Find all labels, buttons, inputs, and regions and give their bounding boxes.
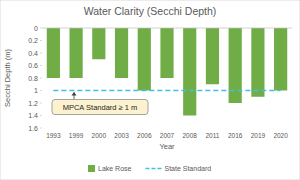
y-tick-label: 0.6 [28,62,38,69]
legend-label: Lake Rose [98,165,132,172]
bar [47,28,60,78]
x-tick-label: 2007 [160,132,175,139]
y-tick-label: 1.6 [28,125,38,132]
title: Water Clarity (Secchi Depth) [84,5,217,17]
x-axis-title: Year [159,142,175,151]
bar [115,28,128,78]
y-tick [40,28,42,29]
x-tick-label: 2016 [228,132,243,139]
x-tick-label: 2019 [251,132,266,139]
bar [206,28,219,84]
plot-area [47,28,287,116]
legend-swatch [145,168,161,170]
annotation-arrowhead [72,92,77,96]
y-tick [40,115,42,116]
x-axis [42,28,292,29]
x-tick-label: 2020 [273,132,288,139]
annotation-box [52,100,148,115]
annotation-text: MPCA Standard ≥ 1 m [63,103,138,112]
chart: Water Clarity (Secchi Depth) 0 0.2 0.4 0.6 0.… [0,0,300,180]
y-tick [40,90,42,91]
y-tick [40,53,42,54]
x-tick-label: 2006 [137,132,152,139]
y-tick-label: 0.8 [28,75,38,82]
y-tick-label: 1.4 [28,112,38,119]
y-tick [40,78,42,79]
bar [183,28,196,116]
background [0,0,300,180]
x-tick-label: 2008 [182,132,197,139]
y-tick-label: 0.4 [28,50,38,57]
bar [251,28,264,97]
x-tick-label: 2000 [92,132,107,139]
line [53,90,280,92]
bar [160,28,173,78]
y-tick-label: 1 [34,87,38,94]
y-axis-title: Secchi Depth (m) [3,49,12,107]
y-tick [40,128,42,129]
bar [70,28,83,78]
bar [138,28,151,91]
legend-label: State Standard [164,165,211,172]
x-tick-label: 1999 [69,132,84,139]
y-tick-label: 1.2 [28,100,38,107]
bar [274,28,287,91]
x-tick-label: 1993 [46,132,61,139]
bar [229,28,242,103]
y-tick [40,40,42,41]
y-tick-label: 0.2 [28,37,38,44]
legend-swatch [88,165,95,172]
y-tick [40,103,42,104]
x-tick-label: 2011 [205,132,219,139]
y-tick [40,65,42,66]
x-tick-label: 2003 [114,132,129,139]
bar [92,28,105,59]
y-tick-label: 0 [34,25,38,32]
